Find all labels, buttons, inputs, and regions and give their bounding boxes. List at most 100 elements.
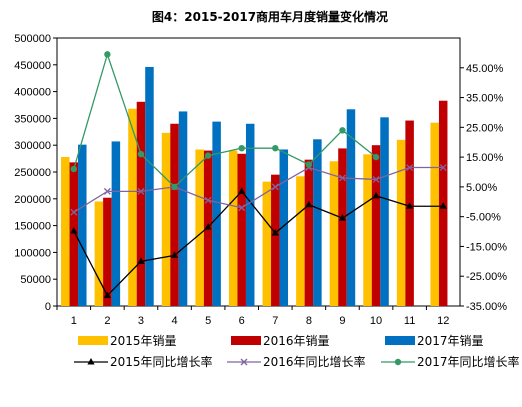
x-axis-tick-label: 3 bbox=[138, 315, 144, 327]
point-2016-month-11 bbox=[406, 164, 414, 171]
right-axis-tick-label: 25.00% bbox=[466, 122, 504, 134]
point-2017-month-9 bbox=[339, 127, 346, 134]
bar-2015-month-12 bbox=[430, 122, 439, 306]
bar-2017-month-6 bbox=[245, 123, 255, 306]
left-axis-tick-label: 500000 bbox=[14, 33, 51, 45]
right-axis-tick-label: 35.00% bbox=[466, 93, 504, 105]
bar-2016-month-8 bbox=[304, 159, 314, 306]
point-2017-month-4 bbox=[171, 183, 178, 191]
bar-2017-month-10 bbox=[380, 117, 389, 306]
right-axis-tick-label: 5.00% bbox=[466, 182, 497, 194]
legend-label-bar-2017: 2017年销量 bbox=[417, 334, 484, 348]
point-2015-month-9 bbox=[338, 214, 347, 221]
legend-swatch-bar-2015 bbox=[78, 336, 108, 345]
left-axis-tick-label: 0 bbox=[45, 301, 51, 313]
legend-label-line-2016: 2016年同比增长率 bbox=[263, 354, 366, 369]
left-axis-tick-label: 250000 bbox=[14, 167, 51, 179]
bar-2015-month-3 bbox=[128, 108, 137, 306]
chart-title: 图4：2015-2017商用车月度销量变化情况 bbox=[152, 9, 388, 24]
bar-2016-month-1 bbox=[69, 162, 79, 306]
point-2015-month-1 bbox=[70, 226, 78, 234]
point-2017-month-6 bbox=[238, 144, 245, 152]
plot-area: 0500001000001500002000002500003000003500… bbox=[14, 33, 507, 366]
right-axis-tick-label: -25.00% bbox=[466, 271, 507, 283]
point-2016-month-9 bbox=[338, 174, 346, 182]
point-2015-month-12 bbox=[439, 202, 447, 209]
legend-swatch-bar-2017 bbox=[385, 336, 415, 345]
point-2016-month-5 bbox=[204, 196, 212, 204]
point-2017-month-1 bbox=[70, 165, 77, 173]
bar-2016-month-3 bbox=[136, 101, 146, 306]
bar-2015-month-9 bbox=[329, 161, 339, 306]
point-2016-month-3-stroke-b bbox=[137, 187, 145, 195]
left-axis-tick-label: 100000 bbox=[14, 247, 51, 259]
point-2016-month-10 bbox=[372, 175, 380, 183]
point-2016-month-3 bbox=[137, 187, 145, 195]
point-2015-month-8 bbox=[305, 200, 313, 208]
point-2016-month-1 bbox=[70, 208, 78, 216]
bar-2017-month-4 bbox=[178, 111, 188, 306]
legend-marker-2015 bbox=[87, 358, 95, 365]
left-axis-tick-label: 350000 bbox=[14, 113, 51, 125]
right-axis-tick-label: -35.00% bbox=[466, 301, 507, 313]
x-axis-tick-label: 8 bbox=[306, 315, 312, 327]
point-2015-month-4 bbox=[170, 251, 179, 258]
point-2016-month-5-stroke-b bbox=[204, 196, 212, 204]
legend-label-line-2017: 2017年同比增长率 bbox=[417, 354, 520, 369]
right-axis-tick-label: 45.00% bbox=[466, 63, 504, 75]
bar-2016-month-6 bbox=[237, 153, 246, 306]
bar-2017-month-1 bbox=[78, 144, 87, 306]
bar-2015-month-11 bbox=[396, 139, 406, 306]
point-2015-month-10 bbox=[372, 191, 380, 199]
point-2016-month-10-stroke-b bbox=[372, 175, 380, 183]
line-series-2015 bbox=[73, 190, 444, 297]
x-axis-tick-label: 12 bbox=[437, 315, 449, 327]
point-2017-month-7 bbox=[272, 144, 279, 152]
point-2017-month-2 bbox=[104, 51, 111, 58]
point-2015-month-5 bbox=[204, 223, 212, 230]
x-axis-tick-label: 9 bbox=[339, 315, 345, 327]
point-2017-month-8 bbox=[305, 161, 313, 168]
bar-2017-month-2 bbox=[111, 141, 121, 306]
point-2016-month-12 bbox=[439, 164, 447, 171]
bar-2015-month-7 bbox=[262, 181, 272, 306]
bar-2017-month-5 bbox=[212, 121, 221, 306]
x-axis-tick-label: 7 bbox=[272, 315, 278, 327]
x-axis-tick-label: 6 bbox=[239, 315, 245, 327]
left-axis-tick-label: 150000 bbox=[14, 221, 51, 233]
x-axis-tick-label: 4 bbox=[171, 315, 177, 327]
left-axis-tick-label: 50000 bbox=[20, 274, 51, 286]
point-2017-month-10 bbox=[372, 153, 380, 161]
bar-2015-month-5 bbox=[195, 149, 204, 306]
point-2017-month-5 bbox=[204, 152, 212, 159]
point-2015-month-2 bbox=[103, 291, 111, 299]
x-axis-tick-label: 2 bbox=[104, 315, 110, 327]
bar-2016-month-11 bbox=[405, 120, 414, 306]
point-2016-month-2 bbox=[103, 187, 111, 195]
legend-swatch-bar-2016 bbox=[231, 336, 261, 345]
bar-2016-month-4 bbox=[170, 123, 179, 306]
right-axis-tick-label: -15.00% bbox=[466, 241, 507, 253]
x-axis-tick-label: 5 bbox=[205, 315, 211, 327]
legend-label-line-2015: 2015年同比增长率 bbox=[110, 354, 213, 369]
point-2016-month-6 bbox=[238, 204, 246, 212]
bar-2015-month-6 bbox=[228, 150, 238, 306]
point-2016-month-11-stroke-b bbox=[406, 164, 414, 171]
bar-2016-month-10 bbox=[371, 145, 381, 306]
bar-2015-month-2 bbox=[94, 201, 104, 306]
point-2016-month-12-stroke-b bbox=[439, 164, 447, 171]
point-2016-month-7 bbox=[271, 183, 279, 191]
point-2016-month-7-stroke-b bbox=[271, 183, 279, 191]
right-axis-tick-label: -5.00% bbox=[466, 212, 501, 224]
point-2015-month-11 bbox=[406, 202, 414, 209]
point-2015-month-3 bbox=[137, 257, 145, 264]
bar-2016-month-7 bbox=[271, 174, 280, 306]
bar-2017-month-3 bbox=[145, 66, 154, 306]
bar-2017-month-9 bbox=[346, 109, 356, 307]
x-axis-tick-label: 1 bbox=[71, 315, 77, 327]
bar-2015-month-4 bbox=[161, 132, 171, 306]
bar-2016-month-2 bbox=[103, 197, 112, 306]
legend-label-bar-2016: 2016年销量 bbox=[263, 334, 330, 348]
point-2015-month-6 bbox=[238, 187, 246, 194]
